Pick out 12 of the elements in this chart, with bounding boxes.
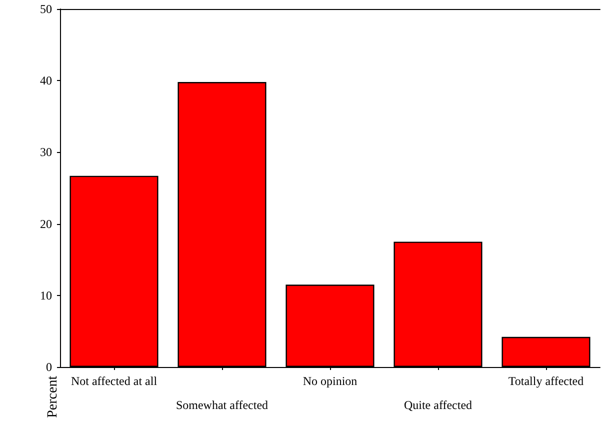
y-tick-label: 20 — [40, 216, 52, 231]
x-tick-label: Somewhat affected — [176, 398, 268, 412]
x-tick-label: No opinion — [302, 374, 358, 388]
x-tick-label: Not affected at all — [70, 374, 158, 388]
y-axis-title: Percent — [46, 376, 60, 418]
y-tick-label: 40 — [40, 74, 52, 88]
y-tick-label: 10 — [40, 288, 52, 302]
y-tick-label: 50 — [40, 2, 52, 16]
y-tick-label: 30 — [40, 145, 52, 160]
x-tick-label: Quite affected — [404, 398, 472, 412]
x-tick-label: Totally affected — [508, 374, 584, 388]
y-tick-label: 0 — [46, 360, 52, 374]
